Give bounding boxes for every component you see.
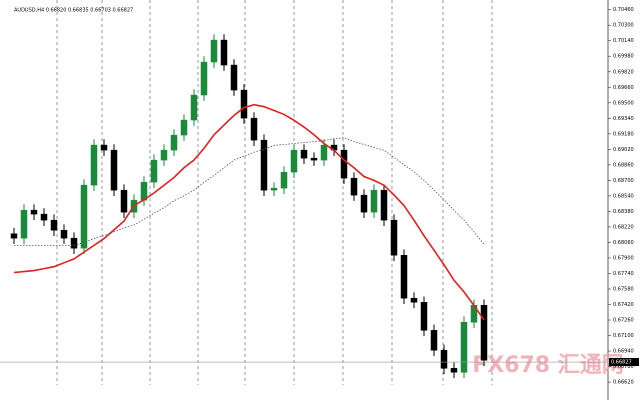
y-tick-label: 0.67100 <box>613 333 634 339</box>
candle-body <box>290 149 298 173</box>
y-tick-label: 0.66940 <box>613 349 634 355</box>
y-tick-label: 0.69500 <box>613 100 634 106</box>
candle-body <box>160 149 168 161</box>
last-price-label: 0.66827 <box>611 360 632 366</box>
moving-average <box>13 103 485 321</box>
candle-body <box>390 219 398 256</box>
candle-body <box>460 322 468 373</box>
y-tick-label: 0.68700 <box>613 178 634 184</box>
y-tick-label: 0.69980 <box>613 54 634 60</box>
y-tick-label: 0.66780 <box>613 364 634 370</box>
candle-body <box>280 171 288 189</box>
y-tick-label: 0.68060 <box>613 240 634 246</box>
candle-body <box>310 157 318 161</box>
period-separators <box>56 0 493 385</box>
candle-body <box>10 233 18 239</box>
candle-body <box>320 144 328 161</box>
candle-body <box>420 302 428 331</box>
y-tick-label: 0.68860 <box>613 162 634 168</box>
candle-body <box>220 39 228 66</box>
candle-body <box>20 209 28 239</box>
candle-body <box>200 61 208 96</box>
candle-body <box>70 237 78 249</box>
candle-body <box>150 159 158 183</box>
candle-body <box>340 149 348 179</box>
candle-body <box>170 134 178 151</box>
y-tick-label: 0.69180 <box>613 131 634 137</box>
y-tick-label: 0.70140 <box>613 38 634 44</box>
y-tick-label: 0.70460 <box>613 7 634 13</box>
y-tick-label: 0.67580 <box>613 286 634 292</box>
y-tick-label: 0.67420 <box>613 302 634 308</box>
watermark: FX678 汇通网 <box>472 353 624 378</box>
candle-body <box>260 139 268 191</box>
candle-body <box>250 117 258 141</box>
candle-body <box>90 144 98 186</box>
candle-body <box>410 297 418 303</box>
candle-body <box>380 189 388 221</box>
moving-average <box>14 137 485 246</box>
y-tick-label: 0.67740 <box>613 271 634 277</box>
y-tick-label: 0.68380 <box>613 209 634 215</box>
y-tick-label: 0.69820 <box>613 69 634 75</box>
y-tick-label: 0.66620 <box>613 380 634 386</box>
candle-body <box>480 305 488 361</box>
candle-body <box>50 219 58 231</box>
candle-body <box>60 229 68 239</box>
candle-body <box>80 184 88 249</box>
candle-body <box>450 368 458 373</box>
candle-body <box>230 64 238 91</box>
candle-body <box>100 144 108 151</box>
y-tick-label: 0.70300 <box>613 23 634 29</box>
candle-body <box>430 330 438 351</box>
candle-body <box>110 149 118 191</box>
y-tick-label: 0.69660 <box>613 85 634 91</box>
candle-body <box>300 149 308 159</box>
candle-body <box>190 94 198 121</box>
candle-body <box>270 187 278 191</box>
y-tick-label: 0.68220 <box>613 224 634 230</box>
candle-body <box>40 213 48 221</box>
candle-body <box>350 177 358 196</box>
candle-body <box>400 254 408 299</box>
candle-body <box>240 89 248 119</box>
candle-body <box>120 189 128 213</box>
y-tick-label: 0.68540 <box>613 193 634 199</box>
y-tick-label: 0.67260 <box>613 318 634 324</box>
candle-body <box>210 39 218 63</box>
y-tick-label: 0.67900 <box>613 255 634 261</box>
chart-title: AUDUSD,H4 0.66820 0.66835 0.66703 0.6682… <box>14 8 133 14</box>
y-tick-label: 0.69340 <box>613 116 634 122</box>
y-tick-label: 0.69020 <box>613 147 634 153</box>
candle-body <box>180 119 188 136</box>
candle-body <box>30 209 38 215</box>
candle-body <box>440 350 448 369</box>
last-price-box <box>609 358 639 367</box>
candle-body <box>360 194 368 213</box>
candle-body <box>370 189 378 213</box>
